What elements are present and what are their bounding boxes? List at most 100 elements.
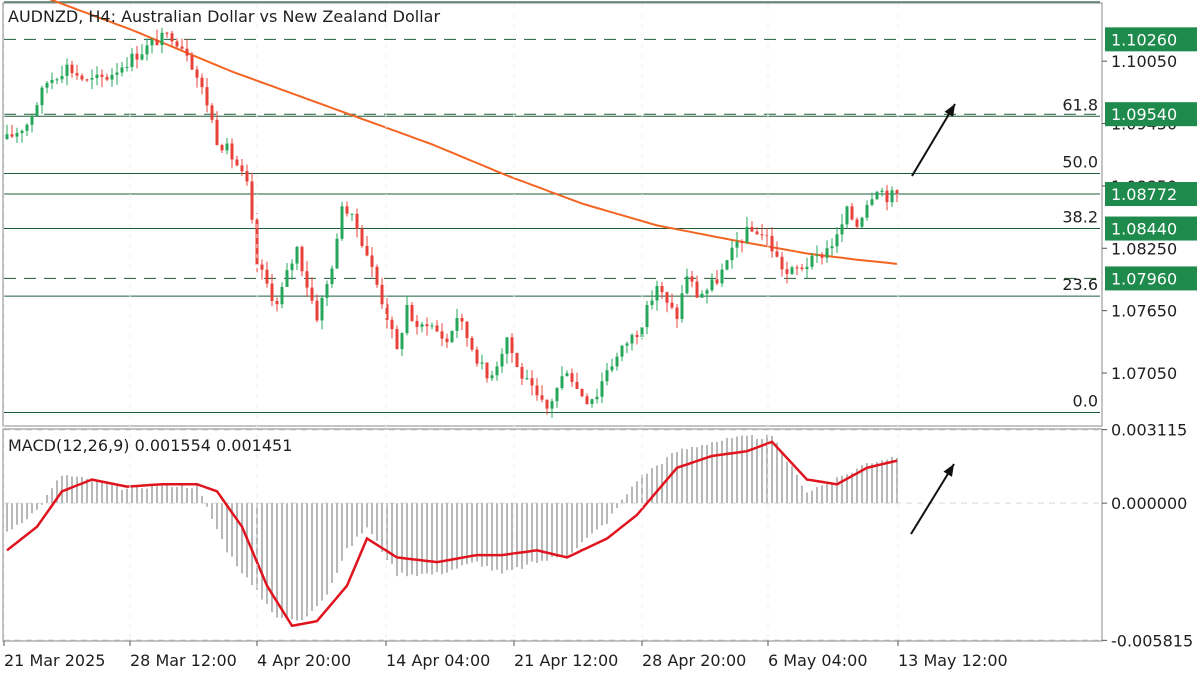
- candle-body: [505, 337, 509, 354]
- candle-body: [250, 181, 254, 220]
- candle-body: [650, 300, 654, 306]
- candle-body: [890, 190, 894, 203]
- price-badge-label: 1.09540: [1111, 105, 1177, 124]
- candle-body: [200, 77, 204, 88]
- candle-body: [190, 55, 194, 70]
- price-tick-label: 1.07050: [1111, 364, 1177, 383]
- candle-body: [10, 134, 14, 137]
- macd-tick-label: 0.003115: [1111, 421, 1187, 440]
- candle-body: [500, 353, 504, 367]
- candle-body: [415, 320, 419, 327]
- candle-body: [40, 87, 44, 106]
- candle-body: [630, 334, 634, 344]
- candle-body: [510, 337, 514, 354]
- candle-body: [310, 287, 314, 301]
- macd-tick-label: -0.005815: [1111, 631, 1193, 650]
- candle-body: [65, 64, 69, 77]
- candle-body: [345, 206, 349, 214]
- fib-level-label: 23.6: [1062, 275, 1098, 294]
- price-badge-label: 1.07960: [1111, 269, 1177, 288]
- price-panel: [2, 2, 1103, 427]
- fib-level-label: 0.0: [1073, 392, 1098, 411]
- candle-body: [90, 77, 94, 80]
- candle-body: [730, 247, 734, 261]
- candle-body: [225, 143, 229, 151]
- candle-body: [355, 213, 359, 229]
- candle-body: [555, 388, 559, 402]
- candle-body: [645, 305, 649, 328]
- candlesticks: [5, 27, 899, 418]
- candle-body: [365, 246, 369, 256]
- candle-body: [235, 159, 239, 166]
- candle-body: [610, 366, 614, 371]
- candle-body: [575, 381, 579, 389]
- candle-body: [145, 45, 149, 55]
- time-tick-label: 21 Apr 12:00: [514, 651, 618, 670]
- candle-body: [700, 293, 704, 298]
- candle-body: [135, 53, 139, 60]
- candle-body: [600, 381, 604, 397]
- candle-body: [735, 241, 739, 248]
- arrow-shaft: [911, 103, 956, 177]
- candle-body: [60, 76, 64, 80]
- candle-body: [830, 246, 834, 249]
- candle-body: [680, 293, 684, 319]
- fib-level-label: 38.2: [1062, 208, 1098, 227]
- candle-body: [335, 238, 339, 269]
- candle-body: [165, 32, 169, 34]
- candle-body: [540, 395, 544, 400]
- candle-body: [400, 333, 404, 350]
- candle-body: [690, 276, 694, 282]
- candle-body: [75, 73, 79, 76]
- candle-body: [350, 213, 354, 215]
- candle-body: [300, 246, 304, 272]
- candle-body: [105, 76, 109, 80]
- candle-body: [740, 241, 744, 243]
- candle-body: [70, 64, 74, 74]
- candle-body: [410, 304, 414, 321]
- macd-panel: [2, 428, 1103, 642]
- candle-body: [375, 266, 379, 285]
- candle-body: [895, 190, 899, 194]
- candle-body: [440, 331, 444, 339]
- price-tick-label: 1.08250: [1111, 239, 1177, 258]
- candle-body: [560, 376, 564, 389]
- arrow-head: [944, 104, 955, 117]
- candle-body: [210, 105, 214, 120]
- candle-body: [150, 39, 154, 46]
- candle-body: [780, 256, 784, 270]
- candle-body: [875, 191, 879, 200]
- price-badge-label: 1.10260: [1111, 30, 1177, 49]
- candle-body: [110, 74, 114, 80]
- price-badge: [1105, 216, 1197, 241]
- candle-body: [25, 124, 29, 131]
- candle-body: [855, 219, 859, 227]
- candle-body: [595, 396, 599, 400]
- price-badge: [1105, 266, 1197, 291]
- candle-body: [325, 284, 329, 298]
- candle-body: [850, 206, 854, 220]
- candle-body: [170, 33, 174, 42]
- candle-body: [470, 337, 474, 350]
- candle-body: [590, 399, 594, 405]
- candle-body: [760, 234, 764, 236]
- macd-histogram: [6, 434, 898, 621]
- candle-body: [290, 263, 294, 271]
- time-axis: 21 Mar 2025 28 Mar 12:00 4 Apr 20:00 14 Apr…: [3, 4, 1008, 670]
- candle-body: [495, 366, 499, 376]
- candle-body: [520, 366, 524, 379]
- candle-body: [130, 53, 134, 67]
- candle-body: [485, 362, 489, 379]
- candle-body: [50, 79, 54, 83]
- time-tick-label: 4 Apr 20:00: [257, 651, 351, 670]
- candle-body: [185, 48, 189, 56]
- candle-body: [625, 343, 629, 346]
- candle-body: [465, 321, 469, 338]
- candle-body: [840, 224, 844, 235]
- candle-body: [720, 269, 724, 284]
- candle-body: [390, 319, 394, 330]
- candle-body: [860, 217, 864, 227]
- candle-body: [245, 171, 249, 182]
- candle-body: [370, 255, 374, 267]
